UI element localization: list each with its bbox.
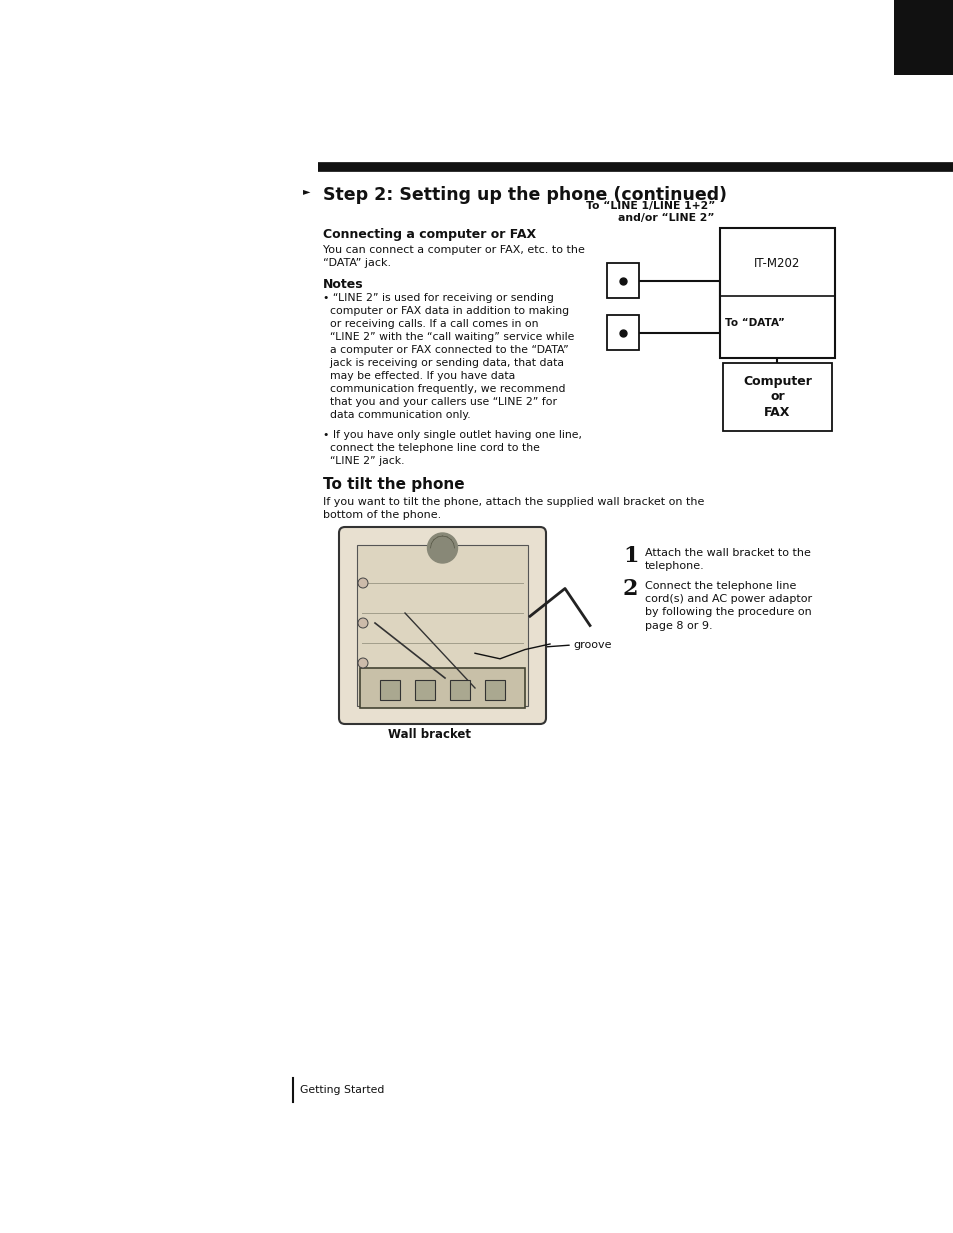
Text: Getting Started: Getting Started [299,1085,384,1095]
Circle shape [357,658,368,668]
FancyBboxPatch shape [379,681,399,700]
Text: • If you have only single outlet having one line,
  connect the telephone line c: • If you have only single outlet having … [323,430,581,466]
Text: To “LINE 1/LINE 1+2”
and/or “LINE 2”: To “LINE 1/LINE 1+2” and/or “LINE 2” [585,201,714,223]
Text: To tilt the phone: To tilt the phone [323,477,464,492]
Text: Attach the wall bracket to the
telephone.: Attach the wall bracket to the telephone… [644,547,810,571]
Text: 2: 2 [622,578,638,600]
FancyBboxPatch shape [720,228,834,358]
FancyBboxPatch shape [484,681,504,700]
FancyBboxPatch shape [338,526,545,724]
Text: Computer
or
FAX: Computer or FAX [742,375,811,419]
Text: To “DATA”: To “DATA” [724,318,784,328]
Text: Wall bracket: Wall bracket [388,727,471,741]
Circle shape [357,618,368,628]
Text: Step 2: Setting up the phone (continued): Step 2: Setting up the phone (continued) [323,186,726,203]
Text: If you want to tilt the phone, attach the supplied wall bracket on the
bottom of: If you want to tilt the phone, attach th… [323,497,703,520]
Text: 1: 1 [622,545,638,567]
Text: • “LINE 2” is used for receiving or sending
  computer or FAX data in addition t: • “LINE 2” is used for receiving or send… [323,293,574,420]
FancyBboxPatch shape [450,681,470,700]
FancyBboxPatch shape [606,314,639,350]
Text: ►: ► [303,186,310,196]
Circle shape [427,533,457,563]
Text: You can connect a computer or FAX, etc. to the
“DATA” jack.: You can connect a computer or FAX, etc. … [323,245,584,269]
Text: groove: groove [573,640,611,650]
FancyBboxPatch shape [359,668,524,708]
FancyBboxPatch shape [606,263,639,298]
FancyBboxPatch shape [722,363,831,432]
Text: Notes: Notes [323,277,363,291]
FancyBboxPatch shape [356,545,527,707]
Text: Connect the telephone line
cord(s) and AC power adaptor
by following the procedu: Connect the telephone line cord(s) and A… [644,581,811,630]
Text: Connecting a computer or FAX: Connecting a computer or FAX [323,228,536,240]
Text: IT-M202: IT-M202 [754,256,800,270]
FancyBboxPatch shape [415,681,435,700]
Circle shape [357,578,368,588]
FancyBboxPatch shape [893,0,953,75]
